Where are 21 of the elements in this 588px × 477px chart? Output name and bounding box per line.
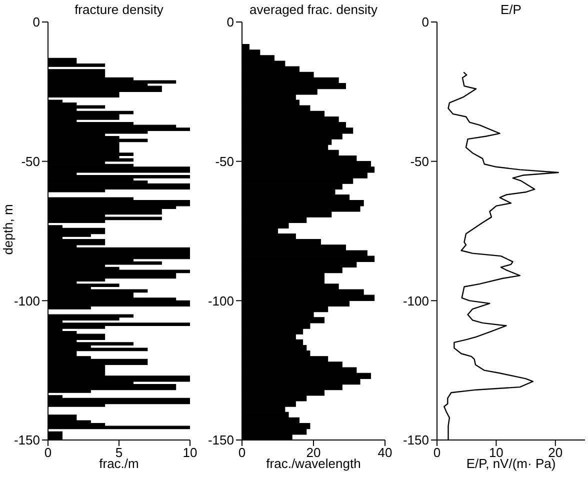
y-tick-label: -100 [208, 293, 234, 308]
y-tick-label: 0 [422, 14, 429, 30]
x-tick-label: 40 [378, 445, 392, 460]
chart-title: averaged frac. density [248, 2, 378, 17]
y-tick-label: -150 [402, 432, 429, 448]
y-tick-label: -100 [402, 293, 429, 308]
x-tick-label: 0 [238, 445, 246, 460]
y-tick-label: -50 [215, 154, 234, 169]
y-tick-label: 0 [226, 14, 234, 30]
y-tick-label: -50 [21, 154, 40, 169]
x-tick-label: 10 [182, 445, 198, 460]
y-tick-label: -50 [410, 154, 429, 169]
x-tick-label: 0 [433, 445, 441, 460]
y-tick-label: -150 [14, 432, 40, 448]
chart-title: fracture density [74, 2, 164, 17]
y-axis-title: depth, m [0, 203, 16, 257]
x-tick-label: 0 [44, 445, 52, 460]
y-tick-label: 0 [32, 14, 40, 30]
chart-title: E/P [500, 2, 522, 17]
y-tick-label: -100 [14, 293, 40, 308]
y-tick-label: -150 [208, 432, 234, 448]
